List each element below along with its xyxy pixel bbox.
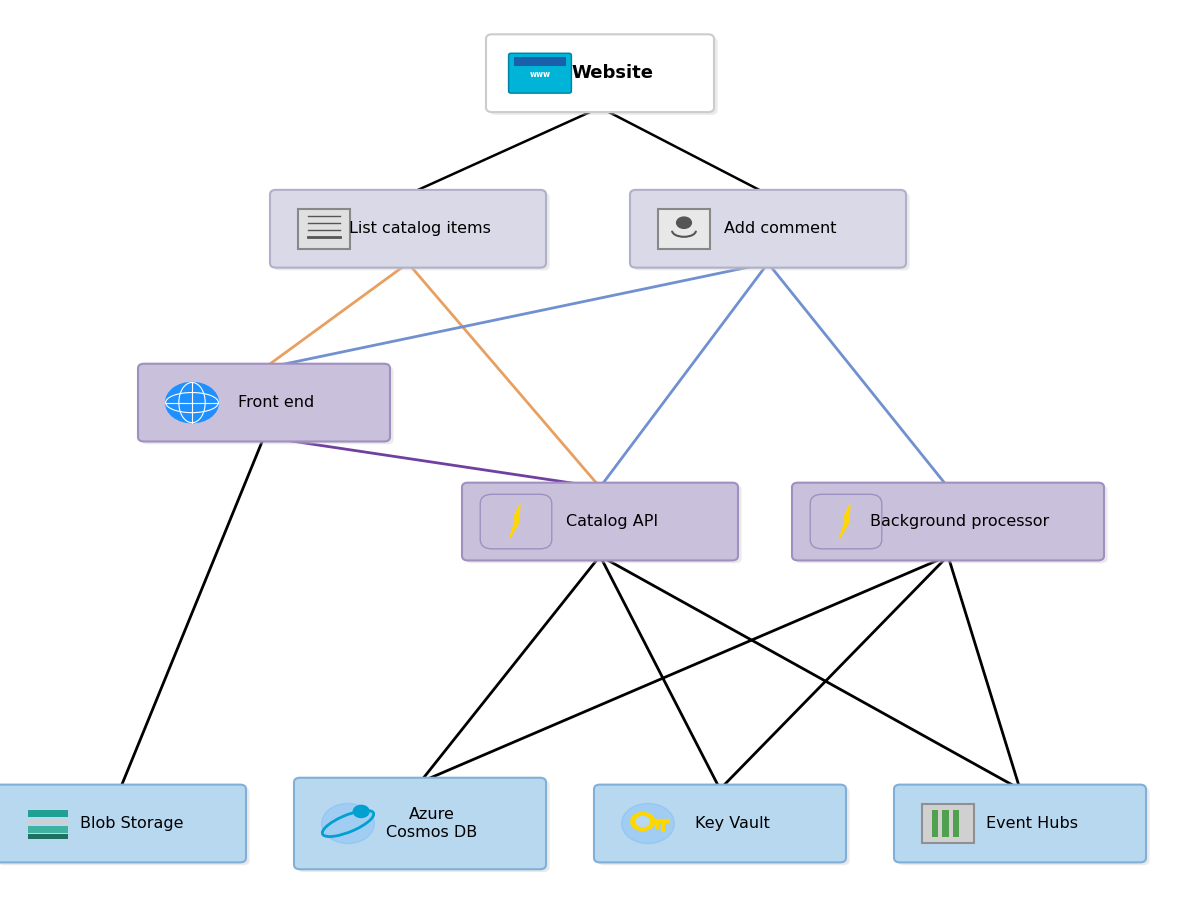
FancyBboxPatch shape <box>598 787 850 866</box>
FancyBboxPatch shape <box>898 787 1150 866</box>
FancyBboxPatch shape <box>298 780 550 872</box>
FancyBboxPatch shape <box>630 190 906 267</box>
FancyBboxPatch shape <box>22 803 74 844</box>
FancyBboxPatch shape <box>792 483 1104 560</box>
Circle shape <box>353 805 370 817</box>
FancyBboxPatch shape <box>931 811 938 836</box>
Text: www: www <box>529 70 551 79</box>
FancyBboxPatch shape <box>0 785 246 862</box>
Text: Azure
Cosmos DB: Azure Cosmos DB <box>386 807 478 840</box>
FancyBboxPatch shape <box>490 37 718 114</box>
FancyBboxPatch shape <box>486 34 714 112</box>
FancyBboxPatch shape <box>922 803 974 844</box>
FancyBboxPatch shape <box>29 834 67 839</box>
FancyBboxPatch shape <box>514 57 566 66</box>
FancyBboxPatch shape <box>634 193 910 271</box>
FancyBboxPatch shape <box>294 778 546 869</box>
FancyBboxPatch shape <box>0 787 250 866</box>
Text: Key Vault: Key Vault <box>695 816 769 831</box>
FancyBboxPatch shape <box>274 193 550 271</box>
FancyBboxPatch shape <box>594 785 846 862</box>
Circle shape <box>677 217 691 229</box>
FancyBboxPatch shape <box>29 810 67 817</box>
FancyBboxPatch shape <box>953 811 959 836</box>
Text: Background processor: Background processor <box>870 514 1050 529</box>
Text: Event Hubs: Event Hubs <box>986 816 1078 831</box>
Polygon shape <box>509 504 520 539</box>
FancyBboxPatch shape <box>298 209 350 249</box>
Circle shape <box>622 803 674 844</box>
Text: List catalog items: List catalog items <box>349 221 491 236</box>
FancyBboxPatch shape <box>270 190 546 267</box>
FancyBboxPatch shape <box>942 811 949 836</box>
Text: Website: Website <box>571 64 653 82</box>
Circle shape <box>631 813 655 831</box>
Text: Add comment: Add comment <box>724 221 836 236</box>
FancyBboxPatch shape <box>29 819 67 824</box>
FancyBboxPatch shape <box>509 53 571 93</box>
FancyBboxPatch shape <box>142 366 394 444</box>
FancyBboxPatch shape <box>658 209 710 249</box>
FancyBboxPatch shape <box>138 363 390 441</box>
Text: Catalog API: Catalog API <box>566 514 658 529</box>
FancyBboxPatch shape <box>480 494 552 549</box>
FancyBboxPatch shape <box>462 483 738 560</box>
Text: Blob Storage: Blob Storage <box>80 816 184 831</box>
Circle shape <box>636 816 649 826</box>
FancyBboxPatch shape <box>29 825 67 834</box>
FancyBboxPatch shape <box>796 485 1108 563</box>
Text: Front end: Front end <box>238 395 314 410</box>
FancyBboxPatch shape <box>810 494 882 549</box>
Polygon shape <box>840 504 850 539</box>
Circle shape <box>166 382 218 423</box>
FancyBboxPatch shape <box>894 785 1146 862</box>
FancyBboxPatch shape <box>466 485 742 563</box>
Circle shape <box>322 803 374 844</box>
